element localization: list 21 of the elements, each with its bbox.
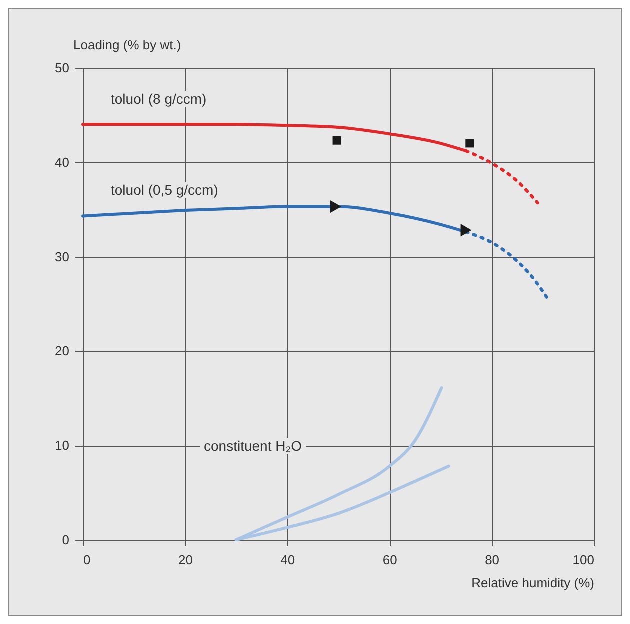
x-tick-label: 40 xyxy=(280,552,296,568)
series-label: toluol (0,5 g/ccm) xyxy=(107,182,222,198)
annotation: constituent H₂O xyxy=(200,438,306,454)
point xyxy=(332,136,342,145)
y-tick-label: 50 xyxy=(55,60,70,76)
point xyxy=(460,224,472,237)
x-tick-label: 100 xyxy=(572,552,594,568)
y-tick-label: 30 xyxy=(55,249,70,264)
x-tick-label: 0 xyxy=(84,552,91,568)
point xyxy=(466,139,474,148)
series-label: toluol (8 g/ccm) xyxy=(107,90,211,107)
y-tick-label: 10 xyxy=(55,438,70,454)
y-tick-label: 40 xyxy=(55,154,70,170)
point xyxy=(330,200,342,214)
x-tick-label: 80 xyxy=(485,552,500,568)
x-tick-label: 20 xyxy=(178,552,193,568)
x-axis-title: Relative humidity (%) xyxy=(472,576,594,590)
y-tick-label: 0 xyxy=(62,532,70,548)
y-tick-label: 20 xyxy=(55,344,70,359)
y-axis-title: Loading (% by wt.) xyxy=(74,38,182,52)
x-tick-label: 60 xyxy=(382,552,398,568)
